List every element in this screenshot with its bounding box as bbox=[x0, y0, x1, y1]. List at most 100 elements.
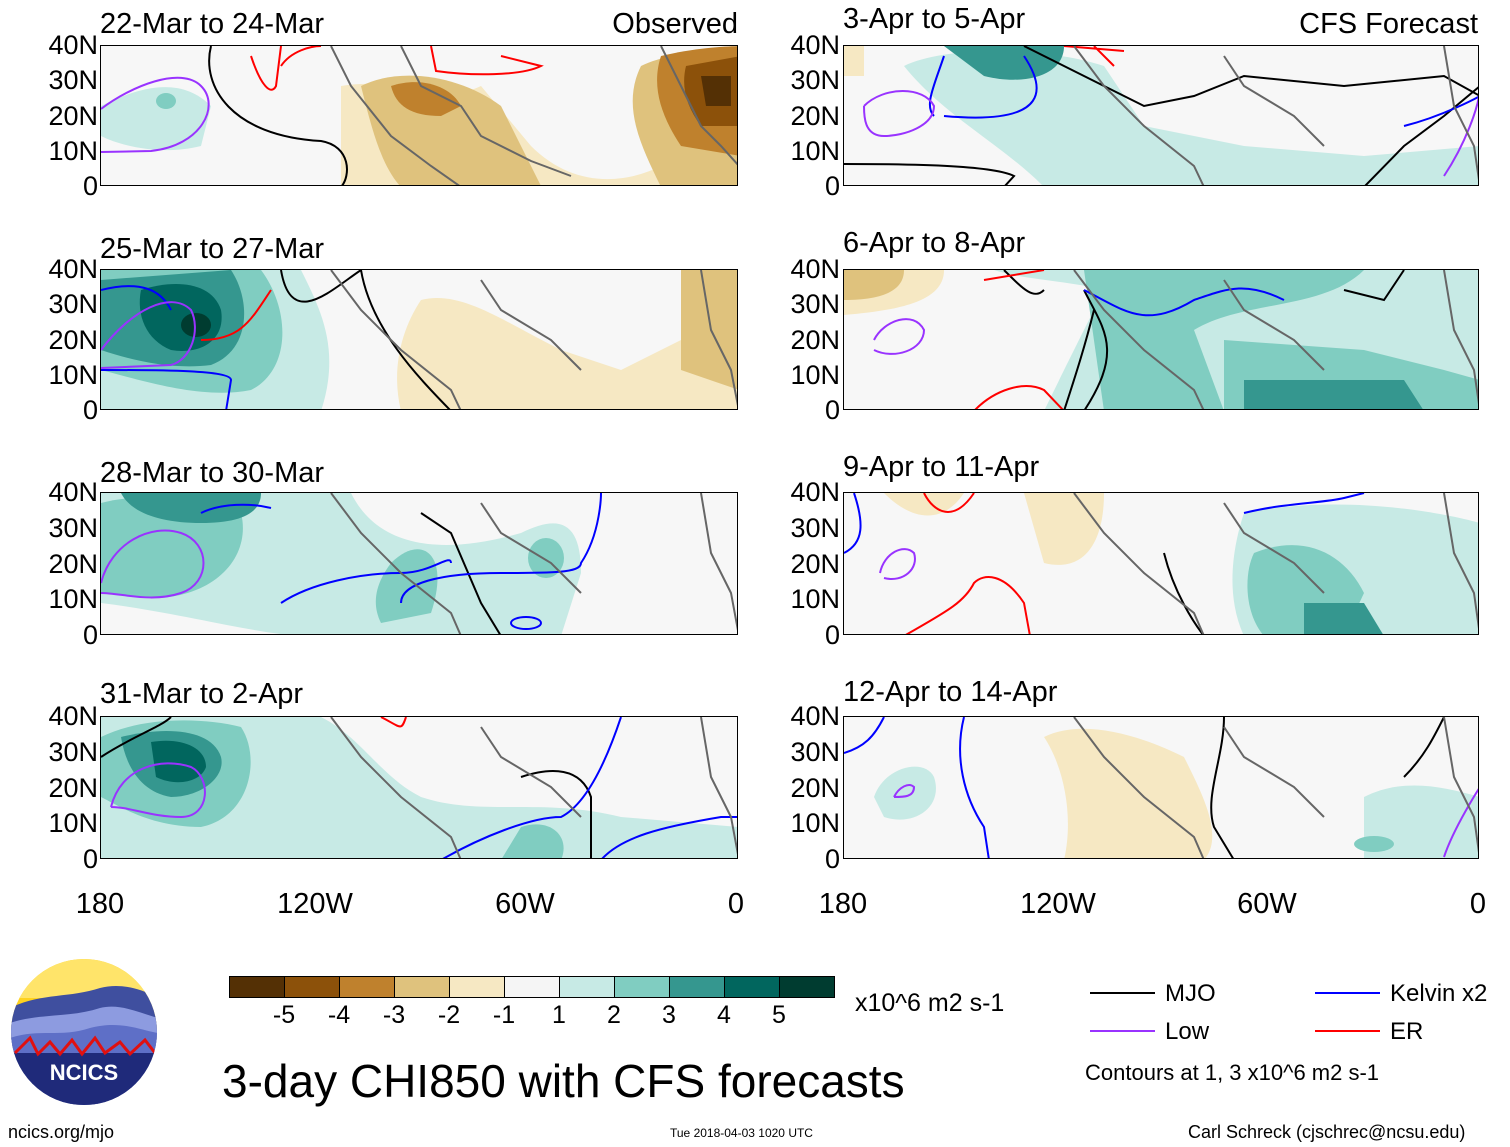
lat-label-l2-3: 10N bbox=[48, 359, 98, 390]
colorbar-label-5: 1 bbox=[552, 1001, 566, 1029]
lat-label-l4-3: 10N bbox=[48, 808, 98, 839]
colorbar-label-1: -4 bbox=[327, 1001, 351, 1029]
colorbar-swatch-8 bbox=[669, 976, 725, 998]
lon-label-l-0: 0 bbox=[727, 888, 745, 920]
lat-label-l2-0: 40N bbox=[48, 254, 98, 284]
cfs-forecast-label: CFS Forecast bbox=[1299, 8, 1478, 40]
legend-line-kelvin bbox=[1315, 992, 1380, 994]
lon-label-r-180: 180 bbox=[818, 888, 868, 920]
colorbar-swatch-1 bbox=[284, 976, 340, 998]
colorbar-swatch-10 bbox=[779, 976, 835, 998]
lat-label-l3-2: 20N bbox=[48, 548, 98, 579]
lat-label-r1-1: 30N bbox=[790, 65, 840, 96]
ncics-logo: NCICS bbox=[10, 958, 158, 1106]
colorbar-swatch-3 bbox=[394, 976, 450, 998]
colorbar-units: x10^6 m2 s-1 bbox=[855, 989, 1005, 1017]
lat-label-l2-4: 0 bbox=[82, 395, 98, 425]
colorbar-swatch-5 bbox=[504, 976, 560, 998]
lat-label-r2-0: 40N bbox=[790, 254, 840, 284]
legend-line-er bbox=[1315, 1030, 1380, 1032]
map-panel-r4 bbox=[843, 716, 1479, 859]
panel-title-r1: 3-Apr to 5-Apr bbox=[843, 3, 1026, 35]
colorbar-label-7: 3 bbox=[662, 1001, 676, 1029]
legend-line-mjo bbox=[1090, 992, 1155, 994]
colorbar-label-4: -1 bbox=[492, 1001, 516, 1029]
lat-label-r4-2: 20N bbox=[790, 772, 840, 803]
panel-title-l4: 31-Mar to 2-Apr bbox=[100, 678, 304, 710]
footer-credit: Carl Schreck (cjschrec@ncsu.edu) bbox=[1188, 1122, 1466, 1142]
colorbar-swatch-6 bbox=[559, 976, 615, 998]
lon-label-l-120w: 120W bbox=[277, 888, 353, 920]
lat-label-l2-2: 20N bbox=[48, 324, 98, 355]
lat-label-l1-2: 20N bbox=[48, 100, 98, 131]
map-panel-l3 bbox=[100, 492, 738, 635]
lat-label-r3-4: 0 bbox=[824, 620, 840, 650]
lat-label-r2-2: 20N bbox=[790, 324, 840, 355]
lat-label-r3-0: 40N bbox=[790, 477, 840, 507]
lon-label-l-180: 180 bbox=[75, 888, 125, 920]
lat-label-r4-3: 10N bbox=[790, 808, 840, 839]
panel-title-r3: 9-Apr to 11-Apr bbox=[843, 451, 1040, 483]
lat-label-l1-0: 40N bbox=[48, 30, 98, 60]
legend-label-mjo: MJO bbox=[1165, 980, 1216, 1007]
map-panel-l4 bbox=[100, 716, 738, 859]
legend-label-er: ER bbox=[1390, 1018, 1424, 1045]
colorbar-label-0: -5 bbox=[272, 1001, 296, 1029]
colorbar-label-6: 2 bbox=[607, 1001, 621, 1029]
lat-label-r2-3: 10N bbox=[790, 359, 840, 390]
lat-label-l4-0: 40N bbox=[48, 701, 98, 731]
map-panel-l1 bbox=[100, 45, 738, 186]
lat-label-r4-0: 40N bbox=[790, 701, 840, 731]
panel-title-r4: 12-Apr to 14-Apr bbox=[843, 676, 1058, 708]
lon-label-r-120w: 120W bbox=[1020, 888, 1096, 920]
legend-line-low bbox=[1090, 1030, 1155, 1032]
colorbar-label-3: -2 bbox=[437, 1001, 461, 1029]
panel-title-l1: 22-Mar to 24-Mar bbox=[100, 8, 325, 40]
colorbar-label-2: -3 bbox=[382, 1001, 406, 1029]
map-panel-r3 bbox=[843, 492, 1479, 635]
lat-label-l3-1: 30N bbox=[48, 512, 98, 543]
colorbar-swatch-4 bbox=[449, 976, 505, 998]
lat-label-r1-3: 10N bbox=[790, 135, 840, 166]
contours-note: Contours at 1, 3 x10^6 m2 s-1 bbox=[1085, 1060, 1380, 1085]
lat-label-r1-0: 40N bbox=[790, 30, 840, 60]
lat-label-r1-4: 0 bbox=[824, 171, 840, 201]
lat-label-l3-3: 10N bbox=[48, 584, 98, 615]
panel-title-l3: 28-Mar to 30-Mar bbox=[100, 457, 325, 489]
lat-label-l4-1: 30N bbox=[48, 736, 98, 767]
lat-label-r2-1: 30N bbox=[790, 289, 840, 320]
legend-label-low: Low bbox=[1165, 1018, 1210, 1045]
lat-label-r3-1: 30N bbox=[790, 512, 840, 543]
lat-label-l2-1: 30N bbox=[48, 289, 98, 320]
lat-label-l3-4: 0 bbox=[82, 620, 98, 650]
legend-label-kelvin: Kelvin x2 bbox=[1390, 980, 1488, 1007]
lat-label-l4-2: 20N bbox=[48, 772, 98, 803]
lon-label-r-0: 0 bbox=[1469, 888, 1487, 920]
colorbar-label-9: 5 bbox=[772, 1001, 786, 1029]
lat-label-r4-1: 30N bbox=[790, 736, 840, 767]
lat-label-l1-1: 30N bbox=[48, 65, 98, 96]
footer-website[interactable]: ncics.org/mjo bbox=[8, 1122, 115, 1142]
lat-label-l1-3: 10N bbox=[48, 135, 98, 166]
map-panel-r1 bbox=[843, 45, 1479, 186]
lat-label-r4-4: 0 bbox=[824, 844, 840, 874]
lat-label-l4-4: 0 bbox=[82, 844, 98, 874]
observed-label: Observed bbox=[612, 8, 738, 40]
lat-label-r1-2: 20N bbox=[790, 100, 840, 131]
panel-title-r2: 6-Apr to 8-Apr bbox=[843, 227, 1026, 259]
colorbar-label-8: 4 bbox=[717, 1001, 731, 1029]
panel-title-l2: 25-Mar to 27-Mar bbox=[100, 233, 325, 265]
logo-text: NCICS bbox=[50, 1060, 118, 1085]
colorbar-swatch-7 bbox=[614, 976, 670, 998]
lat-label-r3-3: 10N bbox=[790, 584, 840, 615]
colorbar-swatch-9 bbox=[724, 976, 780, 998]
main-title: 3-day CHI850 with CFS forecasts bbox=[222, 1055, 905, 1107]
lat-label-r2-4: 0 bbox=[824, 395, 840, 425]
lat-label-l3-0: 40N bbox=[48, 477, 98, 507]
footer-timestamp: Tue 2018-04-03 1020 UTC bbox=[670, 1126, 813, 1140]
colorbar-swatch-0 bbox=[229, 976, 285, 998]
map-panel-l2 bbox=[100, 269, 738, 410]
lat-label-r3-2: 20N bbox=[790, 548, 840, 579]
map-panel-r2 bbox=[843, 269, 1479, 410]
lat-label-l1-4: 0 bbox=[82, 171, 98, 201]
